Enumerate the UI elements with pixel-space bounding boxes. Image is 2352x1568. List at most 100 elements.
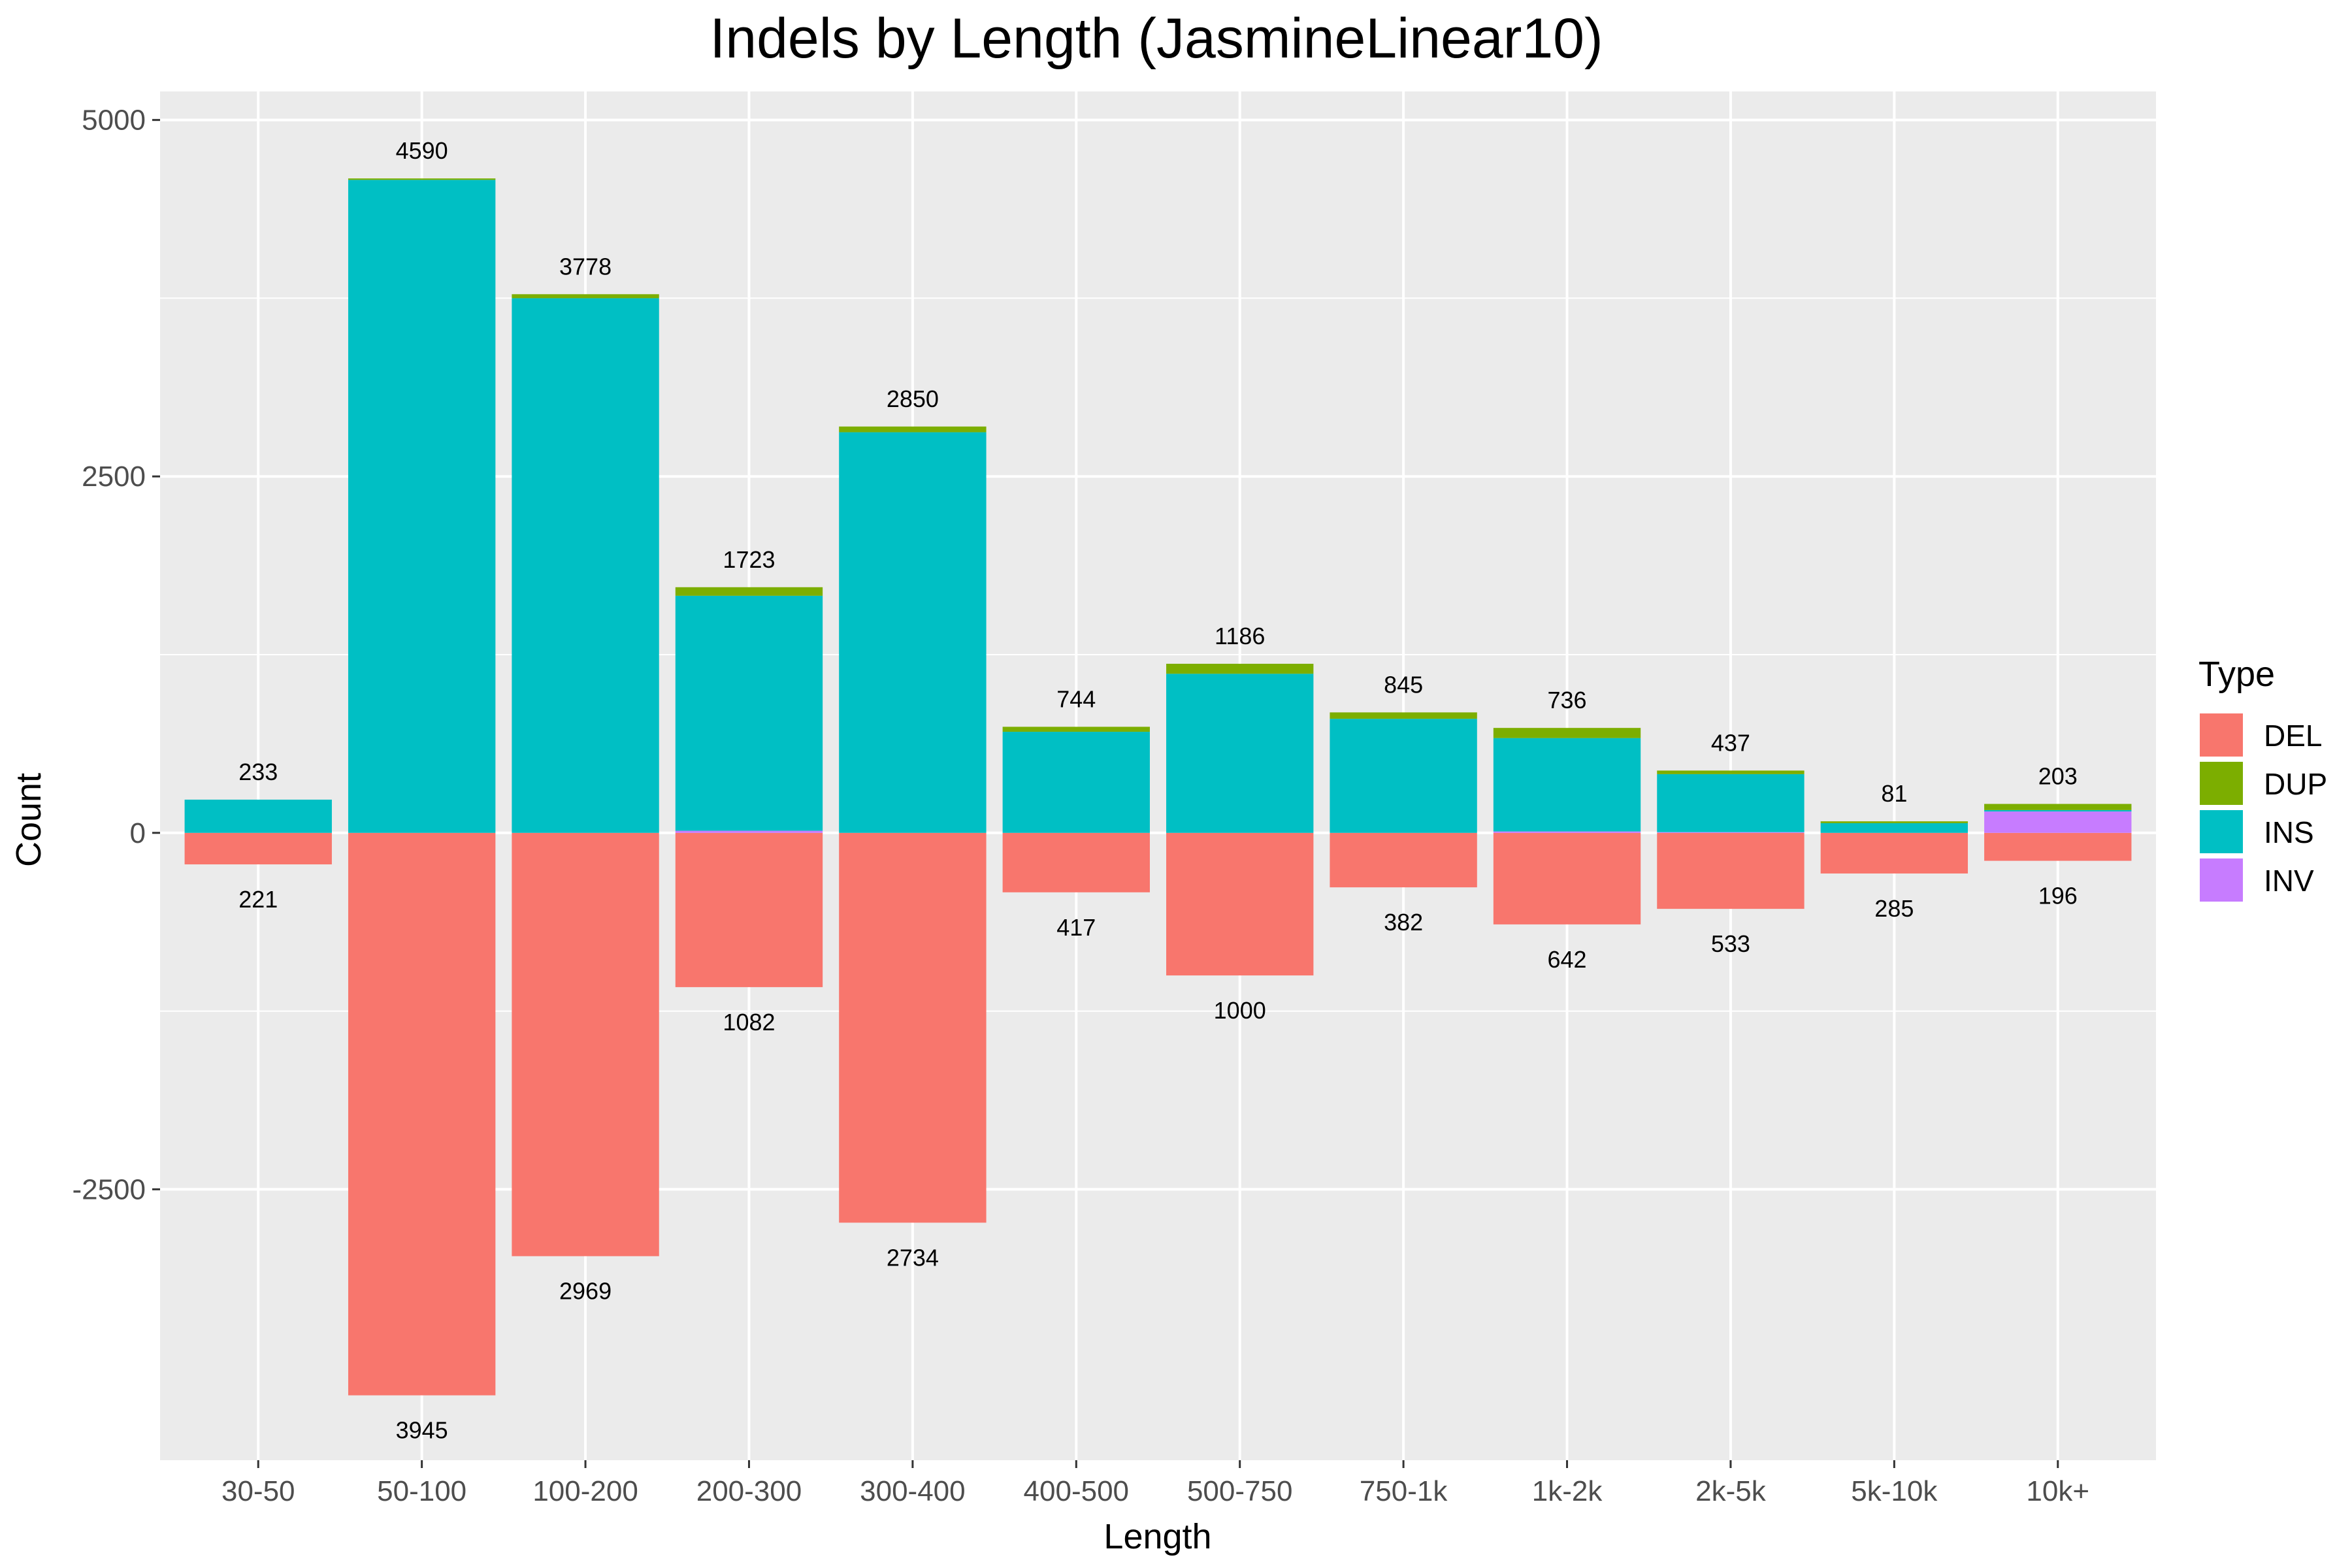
legend-item-ins: INS (2200, 810, 2314, 853)
x-axis-title: Length (1103, 1517, 1211, 1556)
data-label-positive-500-750: 1186 (1215, 623, 1265, 649)
y-axis-title: Count (9, 773, 48, 867)
bar-dup-1k-2k (1493, 728, 1641, 738)
bar-del-10k (1984, 832, 2132, 861)
x-tick-label-10k: 10k+ (2026, 1475, 2089, 1507)
bar-dup-200-300 (675, 587, 823, 596)
data-label-positive-1k-2k: 736 (1547, 687, 1586, 713)
data-labels: 233 221 4590 3945 3778 2969 1723 1082 2850 2734 74… (238, 137, 2078, 1444)
legend-item-inv: INV (2200, 858, 2314, 902)
x-tick-label-300-400: 300-400 (860, 1475, 965, 1507)
data-label-negative-200-300: 1082 (723, 1009, 775, 1036)
bar-ins-500-750 (1166, 674, 1314, 833)
bar-del-30-50 (184, 832, 332, 865)
data-label-negative-50-100: 3945 (396, 1417, 448, 1444)
data-label-positive-30-50: 233 (238, 759, 278, 785)
legend-label-dup: DUP (2264, 767, 2327, 801)
data-label-positive-100-200: 3778 (559, 253, 612, 280)
y-axis: -2500 0 2500 5000 (72, 105, 160, 1205)
data-label-negative-5k-10k: 285 (1874, 895, 1914, 922)
x-tick-label-100-200: 100-200 (532, 1475, 638, 1507)
bar-ins-50-100 (348, 180, 496, 833)
bar-del-50-100 (348, 832, 496, 1396)
bar-ins-200-300 (675, 595, 823, 831)
data-label-positive-5k-10k: 81 (1881, 780, 1907, 807)
bar-inv-10k (1984, 811, 2132, 833)
bar-dup-5k-10k (1820, 821, 1968, 823)
bar-dup-2k-5k (1657, 770, 1805, 774)
legend-swatch-ins (2200, 810, 2243, 853)
bar-inv-1k-2k (1493, 831, 1641, 833)
y-tick-label: 2500 (82, 461, 146, 493)
legend-swatch-inv (2200, 858, 2243, 902)
bar-dup-100-200 (512, 294, 659, 299)
bar-ins-1k-2k (1493, 738, 1641, 832)
data-label-positive-50-100: 4590 (396, 137, 448, 164)
x-tick-label-200-300: 200-300 (696, 1475, 802, 1507)
bar-ins-750-1k (1330, 719, 1477, 833)
data-label-negative-100-200: 2969 (559, 1278, 612, 1305)
data-label-negative-750-1k: 382 (1384, 909, 1423, 936)
data-label-positive-400-500: 744 (1056, 685, 1096, 712)
bar-dup-500-750 (1166, 663, 1314, 674)
data-label-positive-200-300: 1723 (723, 546, 775, 573)
bar-ins-400-500 (1002, 732, 1150, 833)
x-tick-label-30-50: 30-50 (221, 1475, 295, 1507)
data-label-positive-2k-5k: 437 (1711, 729, 1750, 756)
bar-dup-750-1k (1330, 712, 1477, 719)
bar-del-300-400 (839, 832, 987, 1223)
legend-swatch-del (2200, 713, 2243, 757)
bar-del-750-1k (1330, 832, 1477, 888)
legend-swatch-dup (2200, 762, 2243, 805)
bar-ins-5k-10k (1820, 823, 1968, 833)
legend: Type DEL DUP INS INV (2198, 655, 2327, 902)
bar-del-5k-10k (1820, 832, 1968, 874)
bar-del-1k-2k (1493, 832, 1641, 924)
x-tick-label-750-1k: 750-1k (1360, 1475, 1448, 1507)
data-label-negative-1k-2k: 642 (1547, 946, 1586, 973)
bar-dup-50-100 (348, 178, 496, 180)
legend-title: Type (2198, 655, 2275, 694)
x-tick-label-50-100: 50-100 (377, 1475, 466, 1507)
y-tick-label: 5000 (82, 105, 146, 137)
x-axis: 30-50 50-100 100-200 200-300 300-400 400-500 5… (221, 1460, 2089, 1507)
x-tick-label-5k-10k: 5k-10k (1851, 1475, 1938, 1507)
data-label-positive-750-1k: 845 (1384, 671, 1423, 698)
bar-del-400-500 (1002, 832, 1150, 892)
bar-ins-30-50 (184, 799, 332, 833)
x-tick-label-2k-5k: 2k-5k (1695, 1475, 1767, 1507)
bar-del-100-200 (512, 832, 659, 1256)
data-label-positive-300-400: 2850 (887, 385, 939, 412)
data-label-negative-2k-5k: 533 (1711, 930, 1750, 957)
data-label-negative-500-750: 1000 (1214, 997, 1266, 1024)
y-tick-label: 0 (130, 817, 146, 849)
x-tick-label-1k-2k: 1k-2k (1532, 1475, 1603, 1507)
bar-inv-200-300 (675, 830, 823, 833)
bar-ins-2k-5k (1657, 774, 1805, 832)
data-label-negative-10k: 196 (2038, 883, 2078, 909)
legend-item-dup: DUP (2200, 762, 2327, 805)
bar-ins-10k (1984, 809, 2132, 812)
data-label-negative-300-400: 2734 (887, 1244, 939, 1271)
x-tick-label-400-500: 400-500 (1024, 1475, 1129, 1507)
bars (184, 178, 2132, 1396)
bar-dup-300-400 (839, 426, 987, 433)
bar-ins-100-200 (512, 298, 659, 833)
bar-dup-400-500 (1002, 727, 1150, 732)
bar-del-500-750 (1166, 832, 1314, 976)
data-label-negative-400-500: 417 (1056, 914, 1096, 941)
legend-label-del: DEL (2264, 719, 2322, 753)
x-tick-label-500-750: 500-750 (1187, 1475, 1292, 1507)
legend-label-ins: INS (2264, 815, 2314, 849)
bar-ins-300-400 (839, 432, 987, 833)
bar-del-200-300 (675, 832, 823, 987)
bar-inv-2k-5k (1657, 832, 1805, 833)
y-tick-label: -2500 (72, 1173, 146, 1205)
bar-del-2k-5k (1657, 832, 1805, 909)
legend-item-del: DEL (2200, 713, 2322, 757)
legend-label-inv: INV (2264, 864, 2314, 898)
chart-title: Indels by Length (JasmineLinear10) (710, 7, 1603, 70)
bar-dup-10k (1984, 804, 2132, 810)
data-label-negative-30-50: 221 (238, 886, 278, 913)
